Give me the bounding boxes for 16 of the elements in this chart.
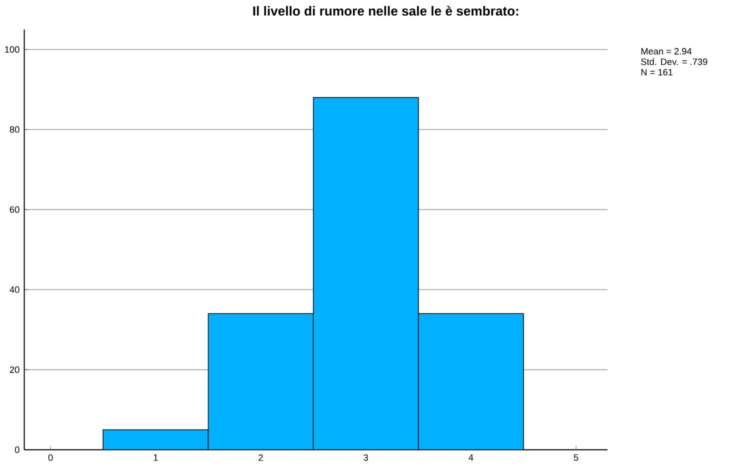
x-tick-label: 0 (48, 454, 53, 461)
x-tick-label: 3 (364, 454, 368, 461)
text: Mean = 2.94 (641, 48, 692, 54)
y-tick-label: 0 (14, 446, 20, 453)
chart-title: Il livello di rumore nelle sale le è sembrato: (253, 6, 518, 16)
x-tick-label: 4 (468, 454, 474, 461)
x-tick-label: 1 (154, 454, 158, 461)
text: N = 161 (641, 68, 673, 76)
x-tick-label: 2 (258, 454, 263, 461)
y-tick-label: 80 (10, 126, 20, 133)
text: Std. Dev. = .739 (641, 58, 708, 65)
x-tick-label: 5 (574, 454, 578, 461)
y-tick-label: 60 (10, 206, 20, 213)
y-tick-label: 40 (10, 286, 20, 293)
y-tick-label: 20 (10, 366, 20, 373)
y-tick-label: 100 (5, 46, 20, 53)
